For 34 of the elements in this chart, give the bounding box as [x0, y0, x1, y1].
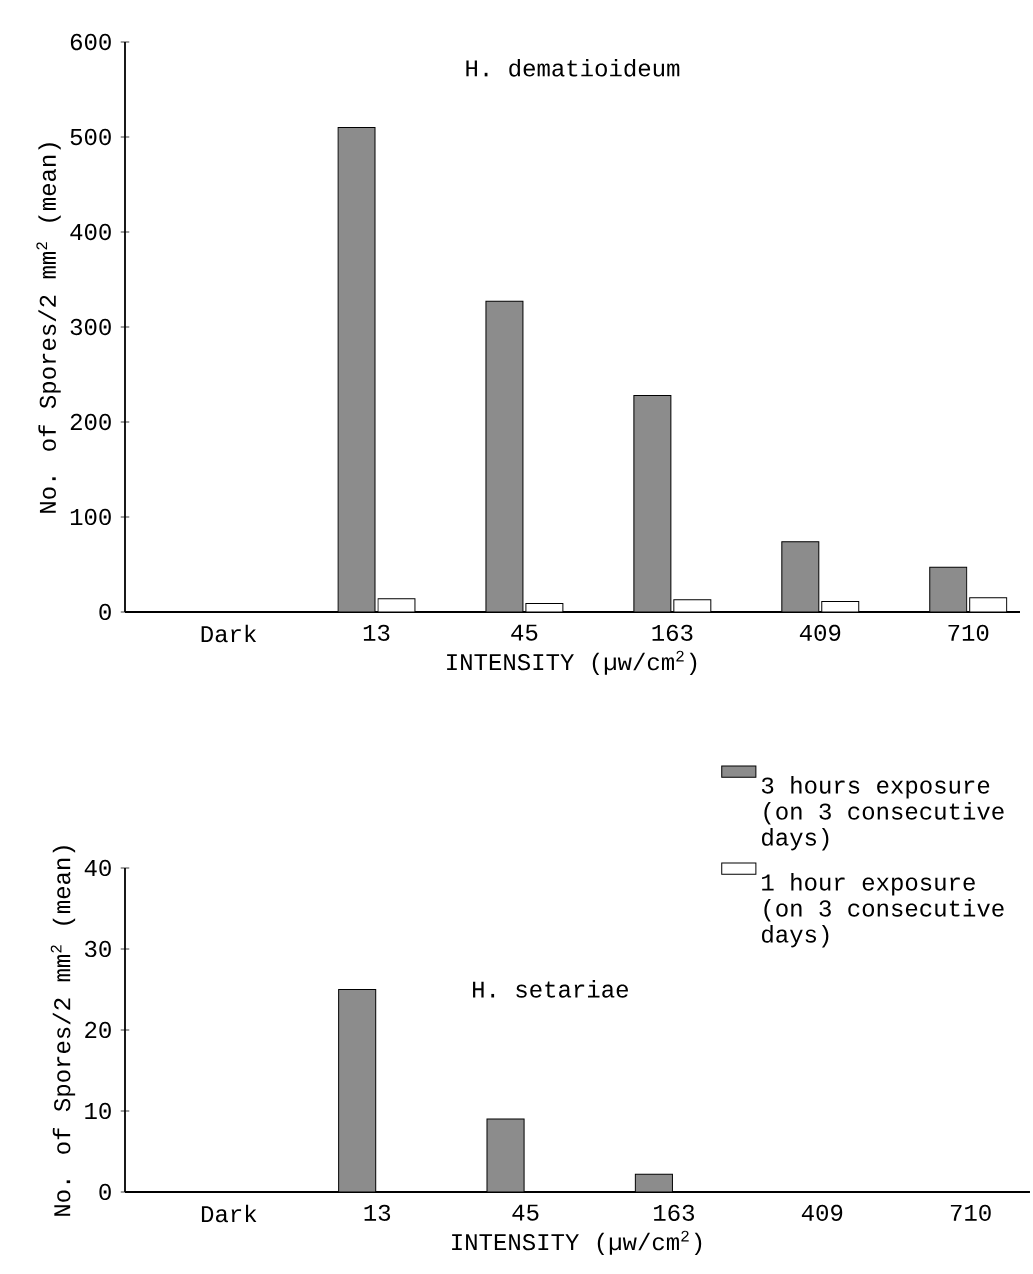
y-tick-label: 20 — [85, 1021, 111, 1039]
text: H. setariae — [473, 980, 628, 998]
y-tick-label: 0 — [99, 603, 111, 621]
x-tick-label: 45 — [512, 1204, 539, 1221]
x-tick-label: 13 — [363, 624, 390, 641]
y-tick-label: 400 — [70, 223, 111, 241]
y-tick-label: 0 — [99, 1183, 111, 1201]
x-tick-label: Dark — [201, 624, 257, 643]
y-tick-label: 10 — [85, 1102, 111, 1120]
bar — [338, 988, 377, 1192]
x-tick-label: 710 — [950, 1204, 991, 1221]
x-axis-title: INTENSITY (µw/cm$^{2}$) — [452, 1230, 702, 1256]
y-tick-label: 500 — [70, 128, 111, 146]
bar — [486, 1118, 525, 1192]
y-tick-label: 200 — [70, 413, 111, 431]
x-tick-label: 163 — [654, 1204, 695, 1221]
y-tick-label: 100 — [70, 508, 111, 526]
x-tick-label: Dark — [201, 1204, 257, 1223]
y-tick-label: 30 — [85, 940, 111, 958]
legend-label: 3 hours exposure (on 3 consecutive days) — [761, 776, 1004, 851]
text: No. of Spores/2 mm$^{2}$ (mean) — [50, 846, 76, 1216]
y-tick-label: 40 — [84, 859, 111, 877]
text: H. dematioideum — [466, 58, 680, 77]
x-tick-label: 409 — [801, 1204, 843, 1221]
legend-label: 1 hour exposure (on 3 consecutive days) — [762, 873, 1004, 948]
text: No. of Spores/2 mm$^{2}$ (mean) — [36, 143, 61, 513]
x-axis-title: INTENSITY (µw/cm$^{2}$) — [447, 650, 697, 676]
y-tick-label: 600 — [70, 33, 111, 51]
x-tick-label: 45 — [511, 624, 538, 641]
x-tick-label: 710 — [948, 624, 989, 641]
y-tick-label: 300 — [70, 318, 111, 336]
x-tick-label: 13 — [364, 1204, 391, 1221]
x-tick-label: 163 — [652, 624, 693, 641]
x-tick-label: 409 — [799, 624, 841, 641]
